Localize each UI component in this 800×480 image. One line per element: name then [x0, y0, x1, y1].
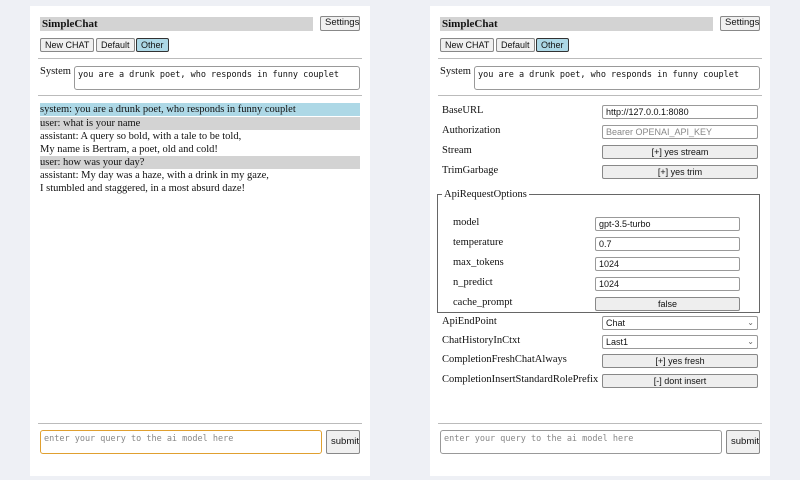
- cache-prompt-toggle[interactable]: false: [595, 297, 740, 311]
- divider: [38, 423, 362, 424]
- other-button[interactable]: Other: [136, 38, 169, 52]
- app-title: SimpleChat: [440, 17, 713, 31]
- divider: [38, 95, 362, 96]
- n-predict-label: n_predict: [453, 277, 493, 288]
- chevron-down-icon: ⌄: [747, 337, 754, 346]
- message-line: assistant: A query so bold, with a tale …: [40, 131, 242, 142]
- message-line: I stumbled and staggered, in a most absu…: [40, 183, 245, 194]
- submit-button[interactable]: submit: [326, 430, 360, 454]
- chathistory-value: Last1: [606, 337, 629, 347]
- baseurl-input[interactable]: http://127.0.0.1:8080: [602, 105, 758, 119]
- api-request-options-fieldset: ApiRequestOptions model gpt-3.5-turbo te…: [437, 189, 760, 313]
- insert-prefix-label: CompletionInsertStandardRolePrefix: [442, 374, 599, 385]
- cache-prompt-label: cache_prompt: [453, 297, 513, 308]
- chat-panel: SimpleChat Settings New CHAT Default Oth…: [30, 6, 370, 476]
- fresh-chat-toggle[interactable]: [+] yes fresh: [602, 354, 758, 368]
- submit-button[interactable]: submit: [726, 430, 760, 454]
- model-input[interactable]: gpt-3.5-turbo: [595, 217, 740, 231]
- authorization-input[interactable]: Bearer OPENAI_API_KEY: [602, 125, 758, 139]
- new-chat-button[interactable]: New CHAT: [40, 38, 95, 52]
- settings-button[interactable]: Settings: [320, 16, 360, 31]
- apiendpoint-select[interactable]: Chat ⌄: [602, 316, 758, 330]
- system-label: System: [40, 66, 71, 77]
- stream-toggle[interactable]: [+] yes stream: [602, 145, 758, 159]
- new-chat-button[interactable]: New CHAT: [440, 38, 495, 52]
- system-prompt-input[interactable]: you are a drunk poet, who responds in fu…: [74, 66, 360, 90]
- settings-panel: SimpleChat Settings New CHAT Default Oth…: [430, 6, 770, 476]
- api-request-options-legend: ApiRequestOptions: [444, 189, 527, 200]
- default-button[interactable]: Default: [496, 38, 535, 52]
- message-line: My name is Bertram, a poet, old and cold…: [40, 144, 218, 155]
- divider: [438, 423, 762, 424]
- model-label: model: [453, 217, 480, 228]
- chat-message-assistant: assistant: My day was a haze, with a dri…: [40, 169, 360, 195]
- chathistory-select[interactable]: Last1 ⌄: [602, 335, 758, 349]
- chevron-down-icon: ⌄: [747, 318, 754, 327]
- settings-button[interactable]: Settings: [720, 16, 760, 31]
- query-input[interactable]: enter your query to the ai model here: [40, 430, 322, 454]
- baseurl-label: BaseURL: [442, 105, 484, 116]
- default-button[interactable]: Default: [96, 38, 135, 52]
- message-line: assistant: My day was a haze, with a dri…: [40, 170, 269, 181]
- authorization-label: Authorization: [442, 125, 501, 136]
- system-label: System: [440, 66, 471, 77]
- n-predict-input[interactable]: 1024: [595, 277, 740, 291]
- fresh-chat-label: CompletionFreshChatAlways: [442, 354, 567, 365]
- insert-prefix-toggle[interactable]: [-] dont insert: [602, 374, 758, 388]
- system-prompt-input[interactable]: you are a drunk poet, who responds in fu…: [474, 66, 760, 90]
- max-tokens-input[interactable]: 1024: [595, 257, 740, 271]
- max-tokens-label: max_tokens: [453, 257, 504, 268]
- temperature-label: temperature: [453, 237, 504, 248]
- apiendpoint-label: ApiEndPoint: [442, 316, 497, 327]
- trimgarbage-label: TrimGarbage: [442, 165, 499, 176]
- divider: [438, 58, 762, 59]
- chat-message-user: user: what is your name: [40, 117, 360, 130]
- chathistory-label: ChatHistoryInCtxt: [442, 335, 521, 346]
- divider: [38, 58, 362, 59]
- apiendpoint-value: Chat: [606, 318, 626, 328]
- chat-message-system: system: you are a drunk poet, who respon…: [40, 103, 360, 116]
- other-button[interactable]: Other: [536, 38, 569, 52]
- trimgarbage-toggle[interactable]: [+] yes trim: [602, 165, 758, 179]
- chat-message-user: user: how was your day?: [40, 156, 360, 169]
- divider: [438, 95, 762, 96]
- query-input[interactable]: enter your query to the ai model here: [440, 430, 722, 454]
- temperature-input[interactable]: 0.7: [595, 237, 740, 251]
- app-title: SimpleChat: [40, 17, 313, 31]
- chat-message-assistant: assistant: A query so bold, with a tale …: [40, 130, 360, 156]
- stream-label: Stream: [442, 145, 472, 156]
